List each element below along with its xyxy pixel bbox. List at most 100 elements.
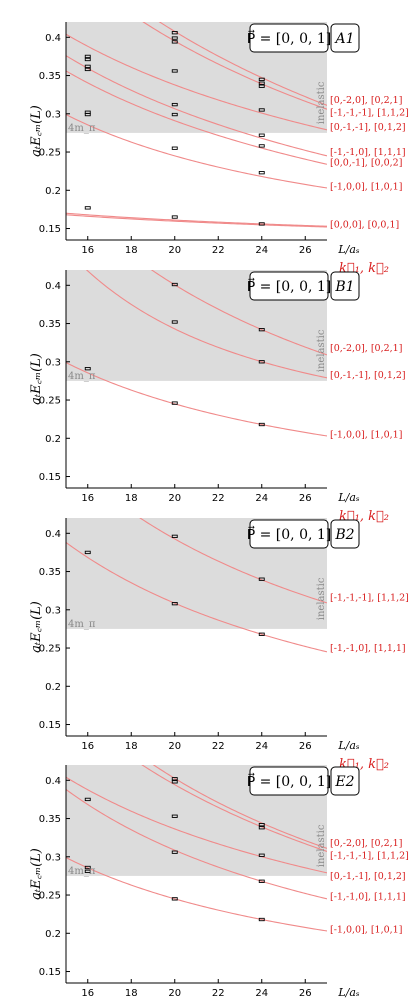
- curve-0: [139, 518, 327, 604]
- x-tick-label: 24: [255, 741, 268, 752]
- data-point: [171, 850, 178, 854]
- inelastic-label: inelastic: [316, 577, 327, 620]
- x-tick-label: 20: [168, 245, 181, 256]
- irrep-box: [330, 271, 360, 301]
- data-point: [171, 401, 178, 405]
- data-point: [171, 102, 178, 107]
- x-tick-label: 26: [299, 245, 312, 256]
- y-tick-label: 0.2: [45, 682, 61, 693]
- data-point: [84, 797, 91, 802]
- panel-e2: 0.15 0.2 0.25 0.3 0.35 0.4 16 18 20 22 24 26 aₜE꜀ₘ(L…: [29, 765, 409, 999]
- y-tick-label: 0.15: [39, 472, 61, 483]
- curves: [66, 270, 327, 437]
- y-tick-label: 0.2: [45, 929, 61, 940]
- y-tick-label: 0.35: [39, 71, 61, 82]
- data-point: [171, 602, 178, 606]
- curve-2: [66, 33, 327, 131]
- curves: [66, 518, 327, 653]
- threshold-label: 4m_π: [68, 123, 96, 134]
- level-label: [0,0,-1], [0,0,2]: [330, 158, 402, 169]
- data-point: [171, 320, 178, 324]
- irrep-label: A1: [333, 31, 354, 47]
- y-axis-label: aₜE꜀ₘ(L): [29, 353, 44, 405]
- x-tick-label: 16: [81, 988, 94, 999]
- panel-b1: 0.15 0.2 0.25 0.3 0.35 0.4 16 18 20 22 24 26 aₜE꜀ₘ(L…: [29, 270, 406, 524]
- momentum-box: [249, 766, 329, 796]
- data-point: [171, 31, 178, 35]
- curve-0: [152, 765, 327, 849]
- level-label: [-1,-1,-1], [1,1,2]: [330, 107, 409, 118]
- y-tick-label: 0.15: [39, 720, 61, 731]
- level-label: [-1,0,0], [1,0,1]: [330, 924, 402, 935]
- data-point: [258, 360, 265, 364]
- x-tick-label: 18: [125, 741, 138, 752]
- x-tick-label: 24: [255, 493, 268, 504]
- curve-4: [66, 70, 327, 165]
- data-point: [84, 206, 91, 210]
- y-tick-label: 0.15: [39, 967, 61, 978]
- x-tick-label: 22: [212, 741, 225, 752]
- y-tick-label: 0.3: [45, 852, 61, 863]
- x-tick-label: 26: [299, 741, 312, 752]
- x-axis-label: L/aₛ: [337, 986, 360, 999]
- curve-2: [66, 362, 327, 437]
- irrep-box: [330, 23, 360, 53]
- data-point: [171, 534, 178, 539]
- curve-0: [158, 22, 327, 106]
- y-tick-label: 0.4: [45, 776, 61, 787]
- y-tick-label: 0.3: [45, 109, 61, 120]
- level-label: [-1,-1,-1], [1,1,2]: [330, 593, 409, 604]
- data-point: [171, 282, 178, 287]
- curves: [66, 765, 327, 932]
- irrep-label: B2: [334, 527, 354, 543]
- curve-6: [66, 212, 327, 227]
- data-point: [258, 917, 265, 922]
- data-point: [258, 823, 265, 827]
- y-tick-label: 0.15: [39, 224, 61, 235]
- y-tick-label: 0.35: [39, 319, 61, 330]
- y-axis-label: aₜE꜀ₘ(L): [29, 105, 44, 157]
- curve-1: [85, 270, 327, 379]
- x-tick-label: 24: [255, 988, 268, 999]
- panel-a1: 0.15 0.2 0.25 0.3 0.35 0.4 16 18 20 22 24 26 aₜE꜀ₘ(L…: [29, 22, 409, 276]
- x-tick-label: 16: [81, 245, 94, 256]
- data-point: [84, 112, 91, 117]
- data-point: [258, 144, 265, 148]
- inelastic-label: inelastic: [316, 329, 327, 372]
- y-tick-label: 0.4: [45, 529, 61, 540]
- x-tick-label: 18: [125, 988, 138, 999]
- x-tick-label: 18: [125, 245, 138, 256]
- x-tick-label: 22: [212, 245, 225, 256]
- y-tick-label: 0.4: [45, 33, 61, 44]
- threshold-label: 4m_π: [68, 619, 96, 630]
- level-label: [0,-1,-1], [0,1,2]: [330, 122, 406, 133]
- momentum-box: [249, 23, 329, 53]
- y-tick-label: 0.35: [39, 567, 61, 578]
- y-tick-label: 0.2: [45, 186, 61, 197]
- x-tick-label: 16: [81, 741, 94, 752]
- y-tick-label: 0.3: [45, 357, 61, 368]
- level-label: [0,0,0], [0,0,1]: [330, 220, 399, 231]
- data-point: [84, 67, 91, 72]
- curve-7: [66, 214, 327, 228]
- x-axis-label: L/aₛ: [337, 491, 360, 504]
- data-point: [258, 77, 265, 82]
- data-point: [84, 54, 91, 59]
- curve-1: [141, 765, 327, 852]
- data-point: [258, 632, 265, 636]
- x-tick-label: 18: [125, 493, 138, 504]
- data-point: [171, 215, 178, 219]
- data-point: [258, 577, 265, 581]
- level-label: [0,-1,-1], [0,1,2]: [330, 871, 406, 882]
- data-point: [84, 367, 91, 371]
- momentum-box: [249, 271, 329, 301]
- inelastic-label: inelastic: [316, 824, 327, 867]
- y-tick-label: 0.2: [45, 434, 61, 445]
- data-point: [84, 865, 91, 870]
- curves: [66, 22, 327, 228]
- level-label: [-1,0,0], [1,0,1]: [330, 181, 402, 192]
- y-tick-label: 0.25: [39, 396, 61, 407]
- x-axis-label: L/aₛ: [337, 243, 360, 256]
- x-tick-label: 26: [299, 493, 312, 504]
- data-point: [258, 422, 265, 427]
